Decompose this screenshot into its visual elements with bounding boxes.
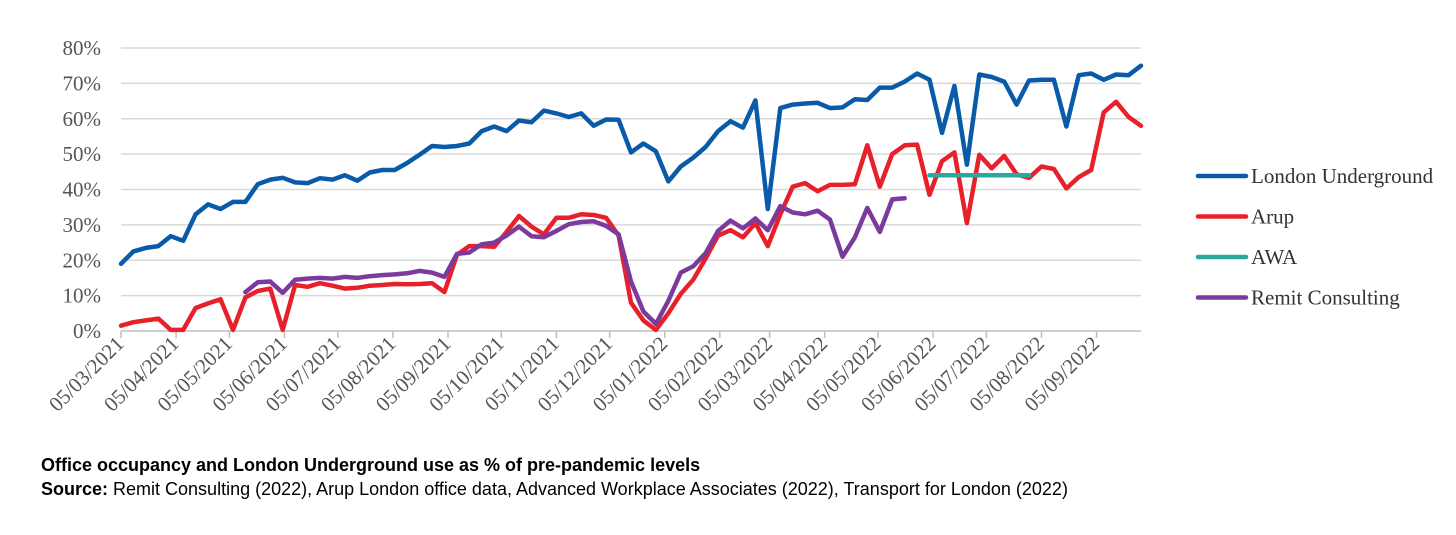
y-tick-label: 80% (63, 36, 102, 60)
y-tick-label: 50% (63, 142, 102, 166)
y-tick-label: 70% (63, 71, 102, 95)
legend-label-arup: Arup (1251, 205, 1294, 229)
series-line-london-underground (118, 63, 1144, 267)
series-lines (118, 63, 1144, 333)
legend: London Underground Arup AWA Remit Consultin… (1195, 164, 1434, 310)
y-tick-label: 0% (73, 319, 101, 343)
source-text: Remit Consulting (2022), Arup London off… (108, 479, 1068, 499)
legend-label-awa: AWA (1251, 245, 1298, 269)
y-tick-label: 30% (63, 213, 102, 237)
chart-caption-source: Source: Remit Consulting (2022), Arup Lo… (41, 479, 1068, 500)
series-line-remit-consulting (243, 196, 907, 327)
y-tick-label: 20% (63, 248, 102, 272)
legend-label-london-underground: London Underground (1251, 164, 1434, 188)
source-label: Source: (41, 479, 109, 499)
series-line-arup (118, 99, 1144, 333)
y-tick-label: 10% (63, 284, 102, 308)
y-tick-label: 60% (63, 107, 102, 131)
y-tick-label: 40% (63, 178, 102, 202)
legend-label-remit-consulting: Remit Consulting (1251, 286, 1400, 310)
chart-caption-title: Office occupancy and London Underground … (41, 455, 701, 475)
gridlines (121, 47, 1141, 297)
